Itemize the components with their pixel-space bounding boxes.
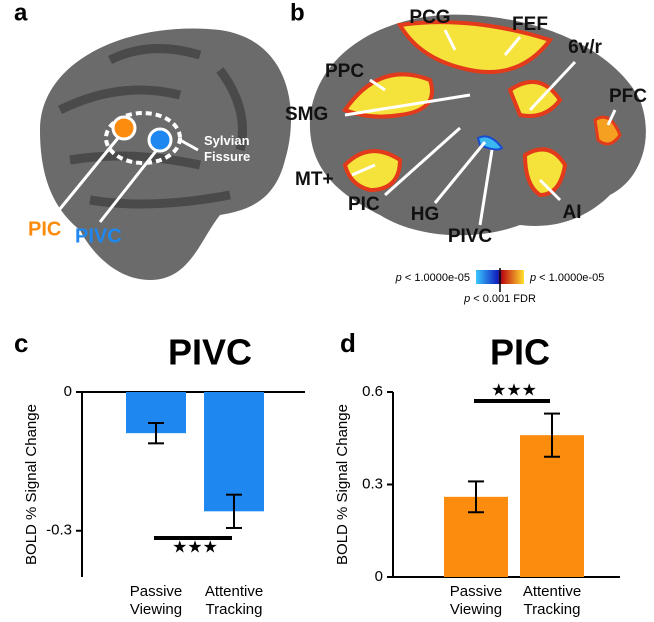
leader bbox=[478, 149, 494, 226]
deactivation bbox=[476, 135, 504, 151]
bar bbox=[204, 392, 264, 512]
bar bbox=[520, 435, 584, 577]
activation bbox=[396, 20, 554, 74]
x-tick-label: Attentive Tracking bbox=[205, 583, 263, 618]
pic-dot bbox=[111, 115, 137, 141]
sulci bbox=[57, 44, 247, 209]
panel-letter: b bbox=[290, 0, 305, 26]
region-label: PPC bbox=[325, 61, 364, 82]
region-label: HG bbox=[411, 204, 440, 225]
region-label: PCG bbox=[409, 7, 450, 28]
y-tick-label: 0.6 bbox=[362, 383, 383, 400]
pivc-dot bbox=[147, 127, 173, 153]
region-label: FEF bbox=[512, 14, 548, 35]
chart-title: PIC bbox=[490, 332, 550, 373]
region-label: Sylvian Fissure bbox=[204, 133, 250, 164]
activation bbox=[593, 115, 622, 146]
leader bbox=[53, 137, 120, 216]
panel-letter: d bbox=[340, 328, 356, 358]
region-label: PIVC bbox=[448, 226, 493, 247]
activation bbox=[522, 147, 568, 198]
colorbar-label: p < 1.0000e-05 bbox=[529, 272, 604, 284]
leader bbox=[538, 178, 562, 202]
region-label: SMG bbox=[285, 104, 328, 125]
panel-letter: c bbox=[14, 328, 28, 358]
activation bbox=[342, 149, 403, 193]
region-label: PIVC bbox=[75, 225, 122, 247]
leader bbox=[443, 29, 457, 51]
leader bbox=[369, 78, 386, 92]
leader bbox=[528, 60, 577, 112]
y-axis-label: BOLD % Signal Change bbox=[334, 404, 351, 565]
leader bbox=[351, 163, 376, 177]
x-tick-label: Attentive Tracking bbox=[523, 583, 581, 618]
leader bbox=[384, 126, 461, 197]
fissure-outline bbox=[104, 111, 182, 165]
region-label: MT+ bbox=[295, 169, 334, 190]
y-tick-label: 0.3 bbox=[362, 475, 383, 492]
leader bbox=[606, 109, 617, 126]
leader bbox=[503, 36, 522, 56]
y-tick-label: -0.3 bbox=[46, 522, 72, 539]
y-tick-label: 0 bbox=[375, 568, 383, 585]
colorbar-label: p < 1.0000e-05 bbox=[395, 272, 470, 284]
region-label: 6v/r bbox=[568, 37, 602, 58]
region-label: AI bbox=[563, 202, 582, 223]
leader bbox=[433, 141, 487, 204]
region-label: PFC bbox=[609, 86, 647, 107]
y-tick-label: 0 bbox=[64, 383, 72, 400]
significance-label: ★★★ bbox=[172, 537, 218, 556]
x-tick-label: Passive Viewing bbox=[130, 583, 183, 618]
chart-title: PIVC bbox=[168, 332, 252, 373]
x-tick-label: Passive Viewing bbox=[450, 583, 503, 618]
region-label: PIC bbox=[28, 218, 61, 240]
colorbar-label: p < 0.001 FDR bbox=[463, 293, 536, 305]
leader bbox=[344, 93, 471, 117]
y-axis-label: BOLD % Signal Change bbox=[23, 404, 40, 565]
leader bbox=[179, 138, 199, 152]
region-label: PIC bbox=[348, 194, 380, 215]
leader bbox=[98, 150, 158, 223]
significance-label: ★★★ bbox=[491, 380, 537, 399]
panel-letter: a bbox=[14, 0, 28, 26]
